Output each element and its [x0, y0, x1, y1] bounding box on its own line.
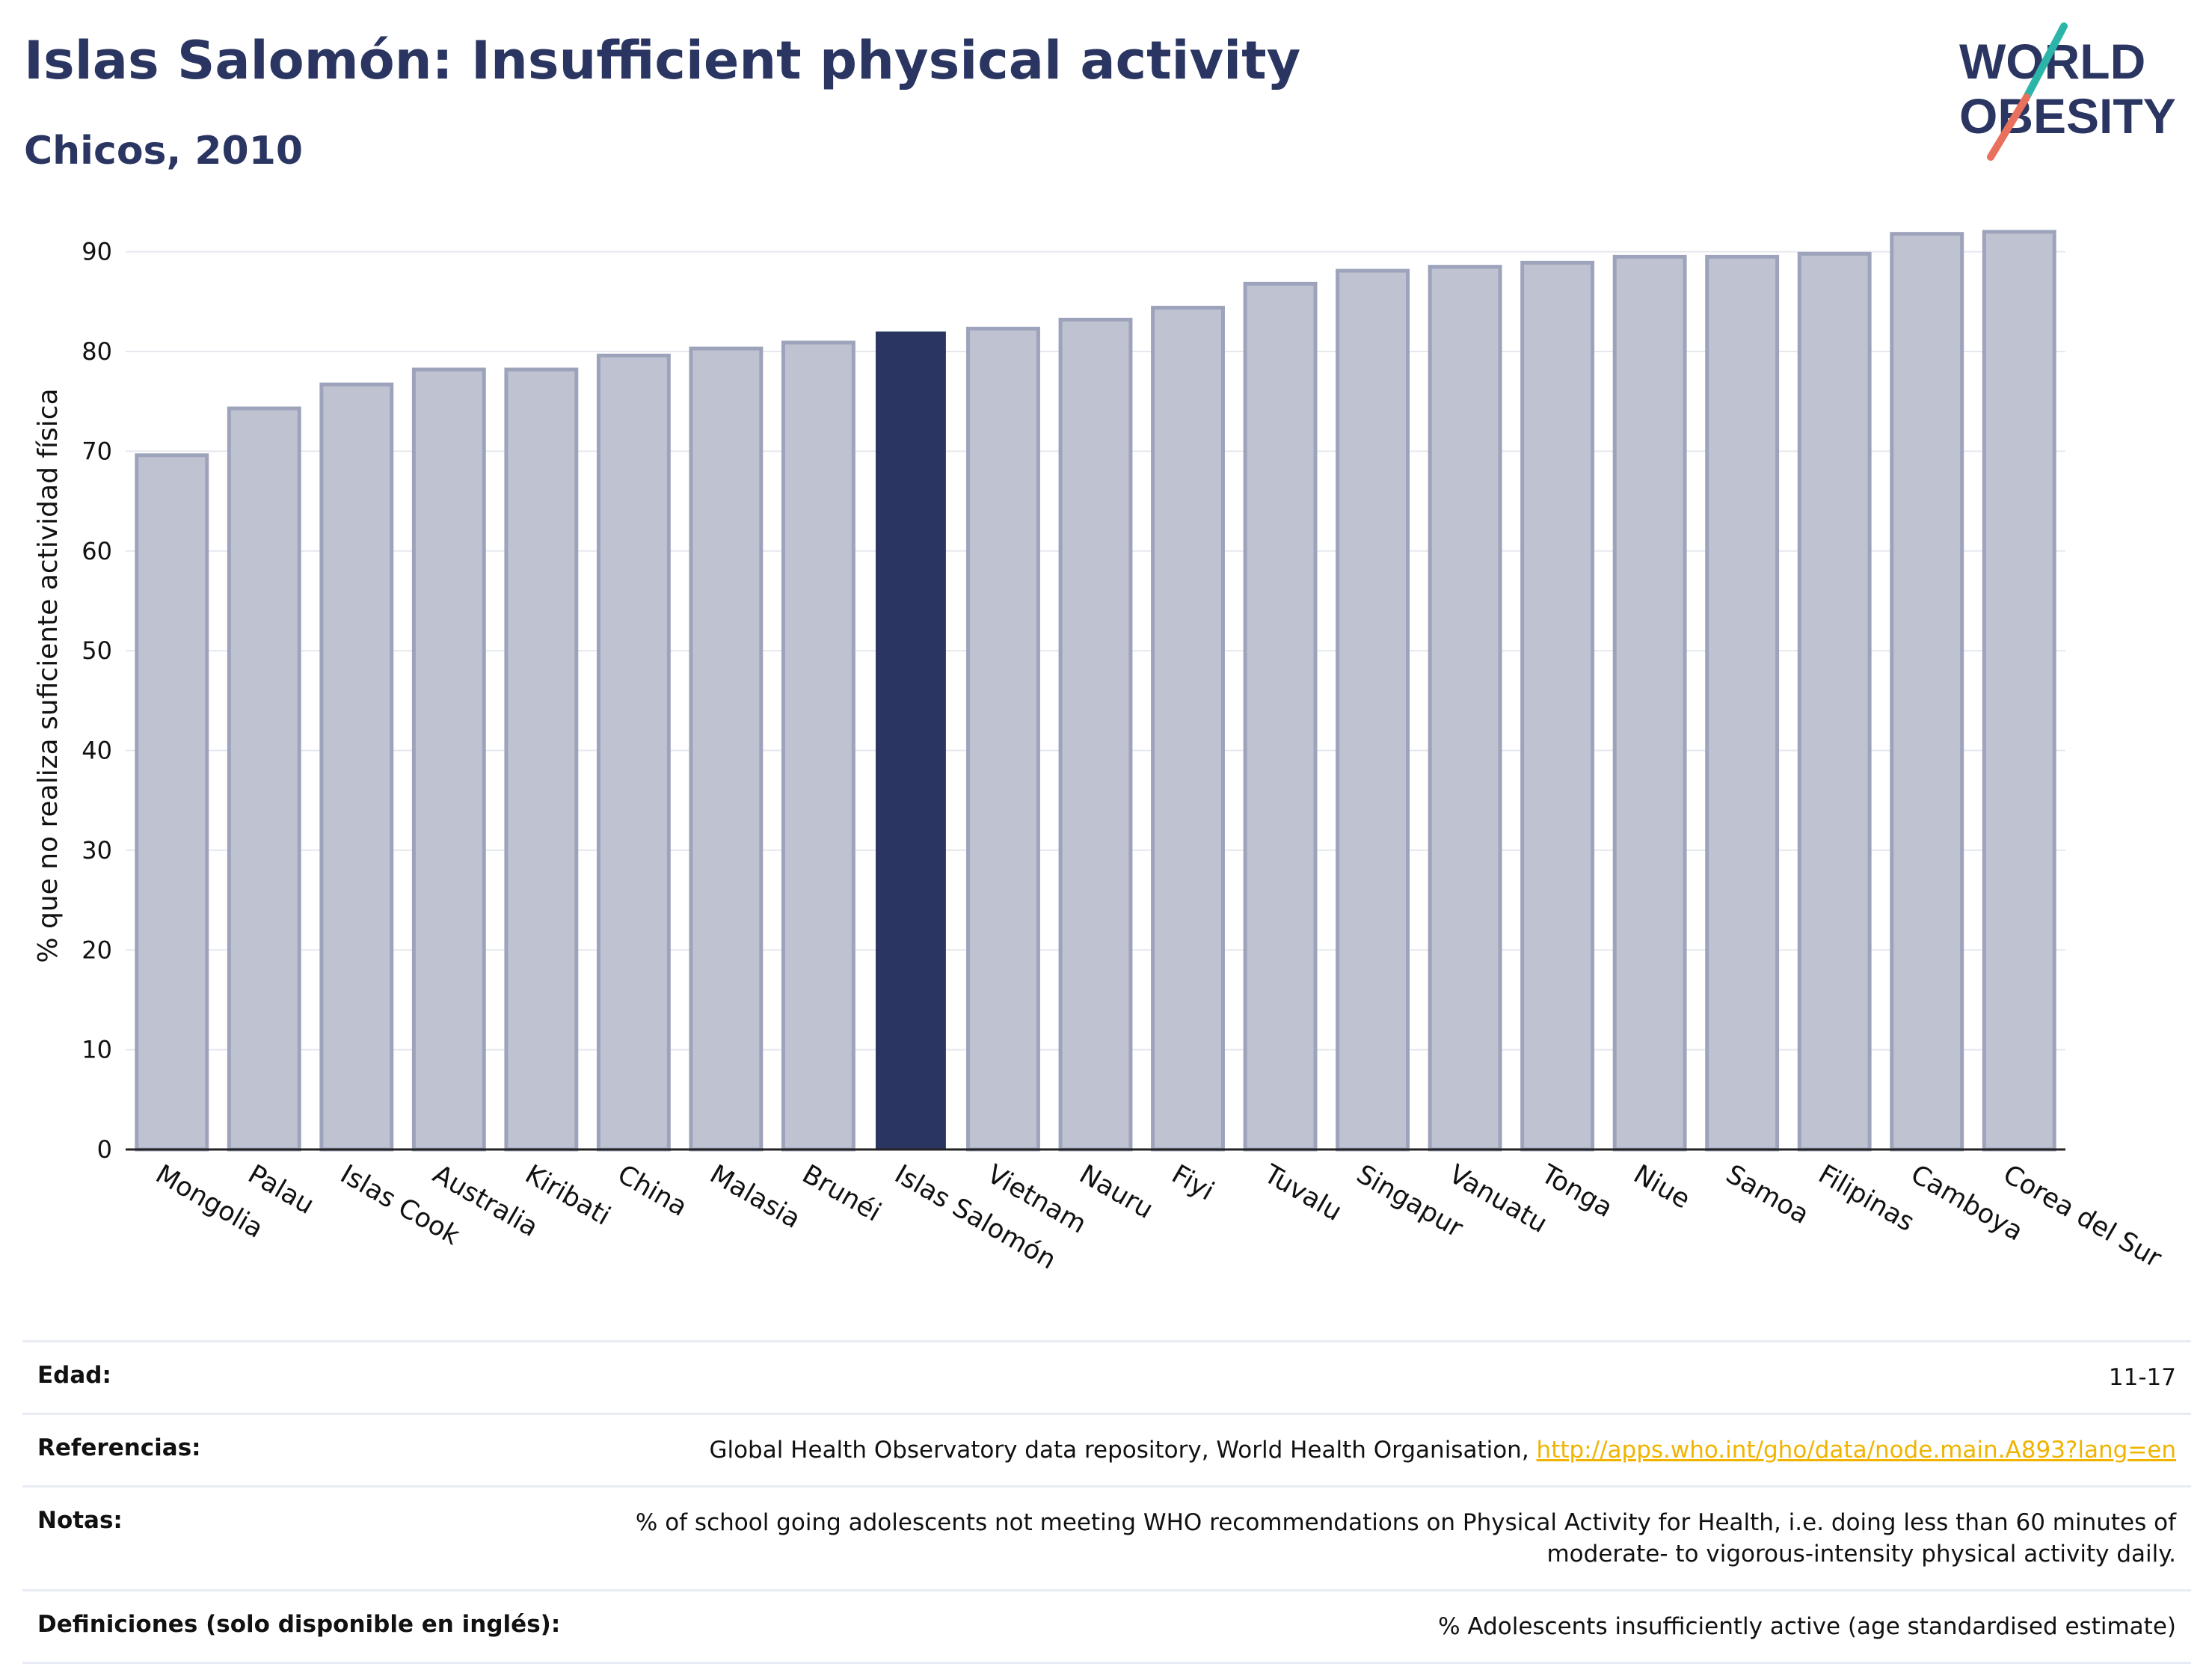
- notes-label: Notas:: [37, 1507, 123, 1534]
- meta-row-references: Referencias: Global Health Observatory d…: [22, 1413, 2191, 1485]
- bar: [1151, 305, 1225, 1152]
- references-label: Referencias:: [37, 1434, 201, 1461]
- y-tick-label: 10: [82, 1036, 112, 1064]
- meta-row-definitions: Definiciones (solo disponible en inglés)…: [22, 1589, 2191, 1664]
- bar: [876, 331, 946, 1150]
- bar: [1336, 268, 1410, 1152]
- definitions-value: % Adolescents insufficiently active (age…: [1438, 1613, 2176, 1640]
- x-tick-label: Fiyi: [1167, 1159, 1219, 1207]
- age-label: Edad:: [37, 1362, 111, 1389]
- bar: [1243, 281, 1318, 1152]
- bar: [1797, 251, 1872, 1152]
- y-tick-label: 60: [82, 537, 112, 565]
- x-tick-label: Islas Salomón: [889, 1159, 1060, 1275]
- x-tick-label: Tuvalu: [1259, 1159, 1347, 1227]
- age-value: 11-17: [2108, 1364, 2176, 1391]
- meta-row-notes: Notas: % of school going adolescents not…: [22, 1485, 2191, 1589]
- bar: [1705, 254, 1780, 1152]
- references-value: Global Health Observatory data repositor…: [709, 1434, 2176, 1466]
- page-subtitle: Chicos, 2010: [24, 129, 304, 174]
- x-tick-label: Brunéi: [797, 1159, 886, 1228]
- y-tick-label: 70: [82, 437, 112, 465]
- bar: [1890, 232, 1964, 1152]
- logo-word-2: OBESITY: [1959, 88, 2176, 144]
- bar: [1612, 254, 1687, 1152]
- x-tick-label: China: [612, 1159, 692, 1223]
- bar: [689, 346, 764, 1152]
- world-obesity-logo: WORLD OBESITY: [1959, 22, 2176, 161]
- y-tick-label: 50: [82, 636, 112, 665]
- bar: [135, 453, 209, 1152]
- bar: [1520, 260, 1595, 1152]
- y-tick-label: 40: [82, 737, 112, 765]
- x-tick-label: Niue: [1629, 1159, 1695, 1215]
- bar: [596, 353, 671, 1152]
- x-tick-label: Malasia: [704, 1159, 805, 1235]
- references-text: Global Health Observatory data repositor…: [709, 1437, 1537, 1464]
- bar: [227, 406, 301, 1152]
- definitions-label: Definiciones (solo disponible en inglés)…: [37, 1611, 561, 1638]
- y-tick-label: 0: [97, 1135, 112, 1164]
- page-title: Islas Salomón: Insufficient physical act…: [24, 30, 1301, 91]
- y-tick-label: 80: [82, 337, 112, 366]
- meta-row-age: Edad: 11-17: [22, 1340, 2191, 1413]
- bar: [1058, 317, 1133, 1152]
- x-tick-label: Corea del Sur: [1998, 1159, 2167, 1274]
- bar: [1982, 230, 2056, 1152]
- bar-chart: 0 10 20 30 40 50 60 70 80 90 % que no realiza sufi…: [33, 230, 2167, 1276]
- logo-slash-red: [1987, 93, 2030, 161]
- notes-value: % of school going adolescents not meetin…: [635, 1509, 2176, 1568]
- x-tick-label: Filipinas: [1813, 1159, 1920, 1238]
- bar: [966, 326, 1040, 1152]
- references-link[interactable]: http://apps.who.int/gho/data/node.main.A…: [1536, 1437, 2176, 1464]
- y-tick-label: 30: [82, 836, 112, 865]
- x-tick-label: Samoa: [1721, 1159, 1813, 1230]
- bar: [411, 367, 486, 1152]
- y-axis-label: % que no realiza suficiente actividad fí…: [33, 388, 64, 963]
- bar: [1428, 265, 1502, 1152]
- bar: [781, 340, 855, 1152]
- metadata-table: Edad: 11-17 Referencias: Global Health O…: [22, 1340, 2191, 1664]
- bar: [504, 367, 579, 1152]
- logo-slash-teal: [2023, 22, 2068, 101]
- bar: [319, 382, 394, 1152]
- y-tick-label: 90: [82, 238, 112, 266]
- y-tick-label: 20: [82, 936, 112, 964]
